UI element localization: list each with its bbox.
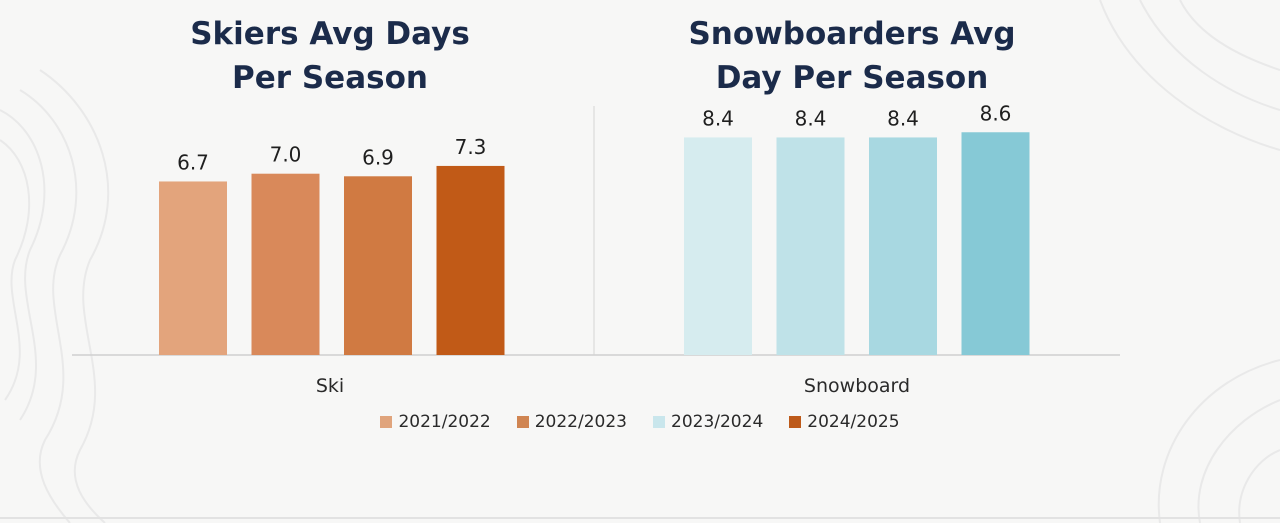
chart-legend: 2021/2022 2022/2023 2023/2024 2024/2025: [0, 412, 1280, 432]
bar-snowboard-2024-2025: [961, 132, 1030, 355]
data-label-snowboard-2021-2022: 8.4: [702, 106, 734, 130]
legend-swatch: [380, 416, 393, 428]
legend-item-2023-2024: 2023/2024: [653, 412, 763, 432]
bar-ski-2022-2023: [251, 173, 320, 355]
category-label-ski: Ski: [316, 375, 344, 397]
data-label-snowboard-2023-2024: 8.4: [887, 106, 919, 130]
legend-label: 2024/2025: [807, 412, 900, 432]
data-label-snowboard-2022-2023: 8.4: [795, 106, 827, 130]
chart-title-skiers-line1: Skiers Avg Days: [190, 16, 470, 52]
bar-ski-2023-2024: [344, 176, 412, 355]
bottom-divider: [0, 517, 1280, 519]
bar-ski-2024-2025: [436, 165, 505, 355]
data-label-ski-2021-2022: 6.7: [177, 150, 209, 174]
legend-label: 2021/2022: [398, 412, 491, 432]
chart-title-snowboarders: Snowboarders Avg Day Per Season: [630, 12, 1074, 100]
legend-item-2024-2025: 2024/2025: [789, 412, 900, 432]
bar-snowboard-2021-2022: [684, 137, 752, 355]
data-label-snowboard-2024-2025: 8.6: [980, 101, 1012, 125]
chart-title-skiers-line2: Per Season: [232, 60, 428, 96]
chart-title-skiers: Skiers Avg Days Per Season: [150, 12, 510, 100]
chart-title-snowboarders-line2: Day Per Season: [715, 60, 989, 96]
bar-snowboard-2022-2023: [776, 137, 845, 355]
data-label-ski-2022-2023: 7.0: [270, 143, 302, 167]
category-label-snowboard: Snowboard: [804, 375, 910, 397]
legend-label: 2023/2024: [671, 412, 764, 432]
legend-item-2022-2023: 2022/2023: [516, 412, 627, 432]
legend-label: 2022/2023: [534, 412, 627, 432]
legend-item-2021-2022: 2021/2022: [380, 412, 491, 432]
legend-swatch: [516, 416, 529, 428]
data-label-ski-2023-2024: 6.9: [362, 145, 394, 169]
legend-swatch: [653, 416, 665, 428]
data-label-ski-2024-2025: 7.3: [455, 135, 487, 159]
bar-ski-2021-2022: [159, 181, 227, 355]
chart-title-snowboarders-line1: Snowboarders Avg: [688, 16, 1016, 52]
legend-swatch: [789, 416, 802, 428]
bar-snowboard-2023-2024: [869, 137, 937, 355]
